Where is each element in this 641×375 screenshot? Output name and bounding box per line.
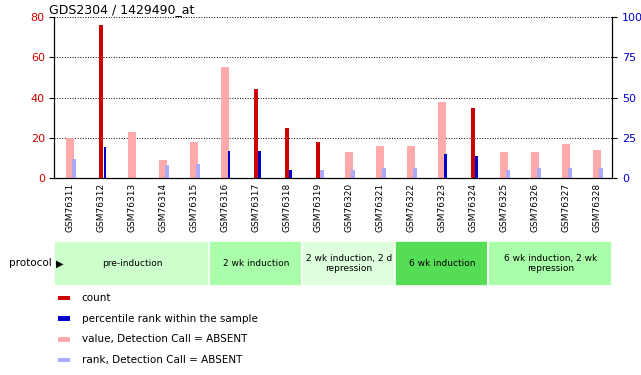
FancyBboxPatch shape <box>54 241 210 286</box>
Bar <box>66 138 74 178</box>
Bar <box>599 168 603 178</box>
Bar <box>506 170 510 178</box>
Bar <box>316 142 320 178</box>
Text: GSM76321: GSM76321 <box>375 183 385 232</box>
FancyBboxPatch shape <box>210 241 303 286</box>
Bar <box>438 102 445 178</box>
Text: pre-induction: pre-induction <box>102 259 162 268</box>
Bar <box>159 160 167 178</box>
Bar <box>190 142 198 178</box>
Bar <box>58 358 71 363</box>
Bar <box>444 154 447 178</box>
Text: GSM76324: GSM76324 <box>468 183 478 232</box>
Text: GSM76319: GSM76319 <box>313 183 322 232</box>
Bar <box>104 147 106 178</box>
Bar <box>476 156 478 178</box>
Text: GSM76318: GSM76318 <box>282 183 292 232</box>
Bar <box>345 152 353 178</box>
Text: ▶: ▶ <box>56 258 64 268</box>
Bar <box>376 146 384 178</box>
Bar <box>128 132 136 178</box>
Text: value, Detection Call = ABSENT: value, Detection Call = ABSENT <box>82 334 247 344</box>
Bar <box>531 152 538 178</box>
Text: GSM76314: GSM76314 <box>158 183 167 232</box>
Text: GSM76312: GSM76312 <box>96 183 106 232</box>
Bar <box>500 152 508 178</box>
Text: GSM76316: GSM76316 <box>221 183 229 232</box>
Bar <box>407 146 415 178</box>
Bar <box>221 67 229 178</box>
Bar <box>320 170 324 178</box>
Bar <box>537 168 540 178</box>
Text: GSM76320: GSM76320 <box>344 183 353 232</box>
Text: 2 wk induction, 2 d
repression: 2 wk induction, 2 d repression <box>306 254 392 273</box>
FancyBboxPatch shape <box>395 241 488 286</box>
Text: 6 wk induction, 2 wk
repression: 6 wk induction, 2 wk repression <box>504 254 597 273</box>
Bar <box>165 165 169 178</box>
Text: GSM76325: GSM76325 <box>499 183 508 232</box>
Text: protocol: protocol <box>8 258 51 268</box>
Bar <box>562 144 570 178</box>
Text: count: count <box>82 293 112 303</box>
Text: GSM76315: GSM76315 <box>189 183 199 232</box>
Text: GSM76313: GSM76313 <box>128 183 137 232</box>
Text: 2 wk induction: 2 wk induction <box>222 259 289 268</box>
Text: percentile rank within the sample: percentile rank within the sample <box>82 314 258 324</box>
Text: rank, Detection Call = ABSENT: rank, Detection Call = ABSENT <box>82 355 242 365</box>
Bar <box>58 337 71 342</box>
Bar <box>382 168 386 178</box>
Bar <box>285 128 289 178</box>
Bar <box>228 151 230 178</box>
Text: 6 wk induction: 6 wk induction <box>408 259 475 268</box>
Text: GDS2304 / 1429490_at: GDS2304 / 1429490_at <box>49 3 194 16</box>
Bar <box>58 296 71 300</box>
Bar <box>99 25 103 178</box>
Bar <box>290 170 292 178</box>
Bar <box>568 168 572 178</box>
Bar <box>593 150 601 178</box>
Bar <box>254 90 258 178</box>
Text: GSM76326: GSM76326 <box>530 183 539 232</box>
Text: GSM76311: GSM76311 <box>65 183 74 232</box>
Text: GSM76323: GSM76323 <box>437 183 446 232</box>
Bar <box>351 170 354 178</box>
Text: GSM76327: GSM76327 <box>561 183 570 232</box>
Bar <box>258 151 262 178</box>
Bar <box>58 316 71 321</box>
Text: GSM76322: GSM76322 <box>406 183 415 232</box>
FancyBboxPatch shape <box>488 241 612 286</box>
Text: GSM76317: GSM76317 <box>251 183 260 232</box>
FancyBboxPatch shape <box>303 241 395 286</box>
Bar <box>196 164 200 178</box>
Bar <box>72 159 76 178</box>
Bar <box>413 168 417 178</box>
Text: GSM76328: GSM76328 <box>592 183 601 232</box>
Bar <box>470 108 475 178</box>
